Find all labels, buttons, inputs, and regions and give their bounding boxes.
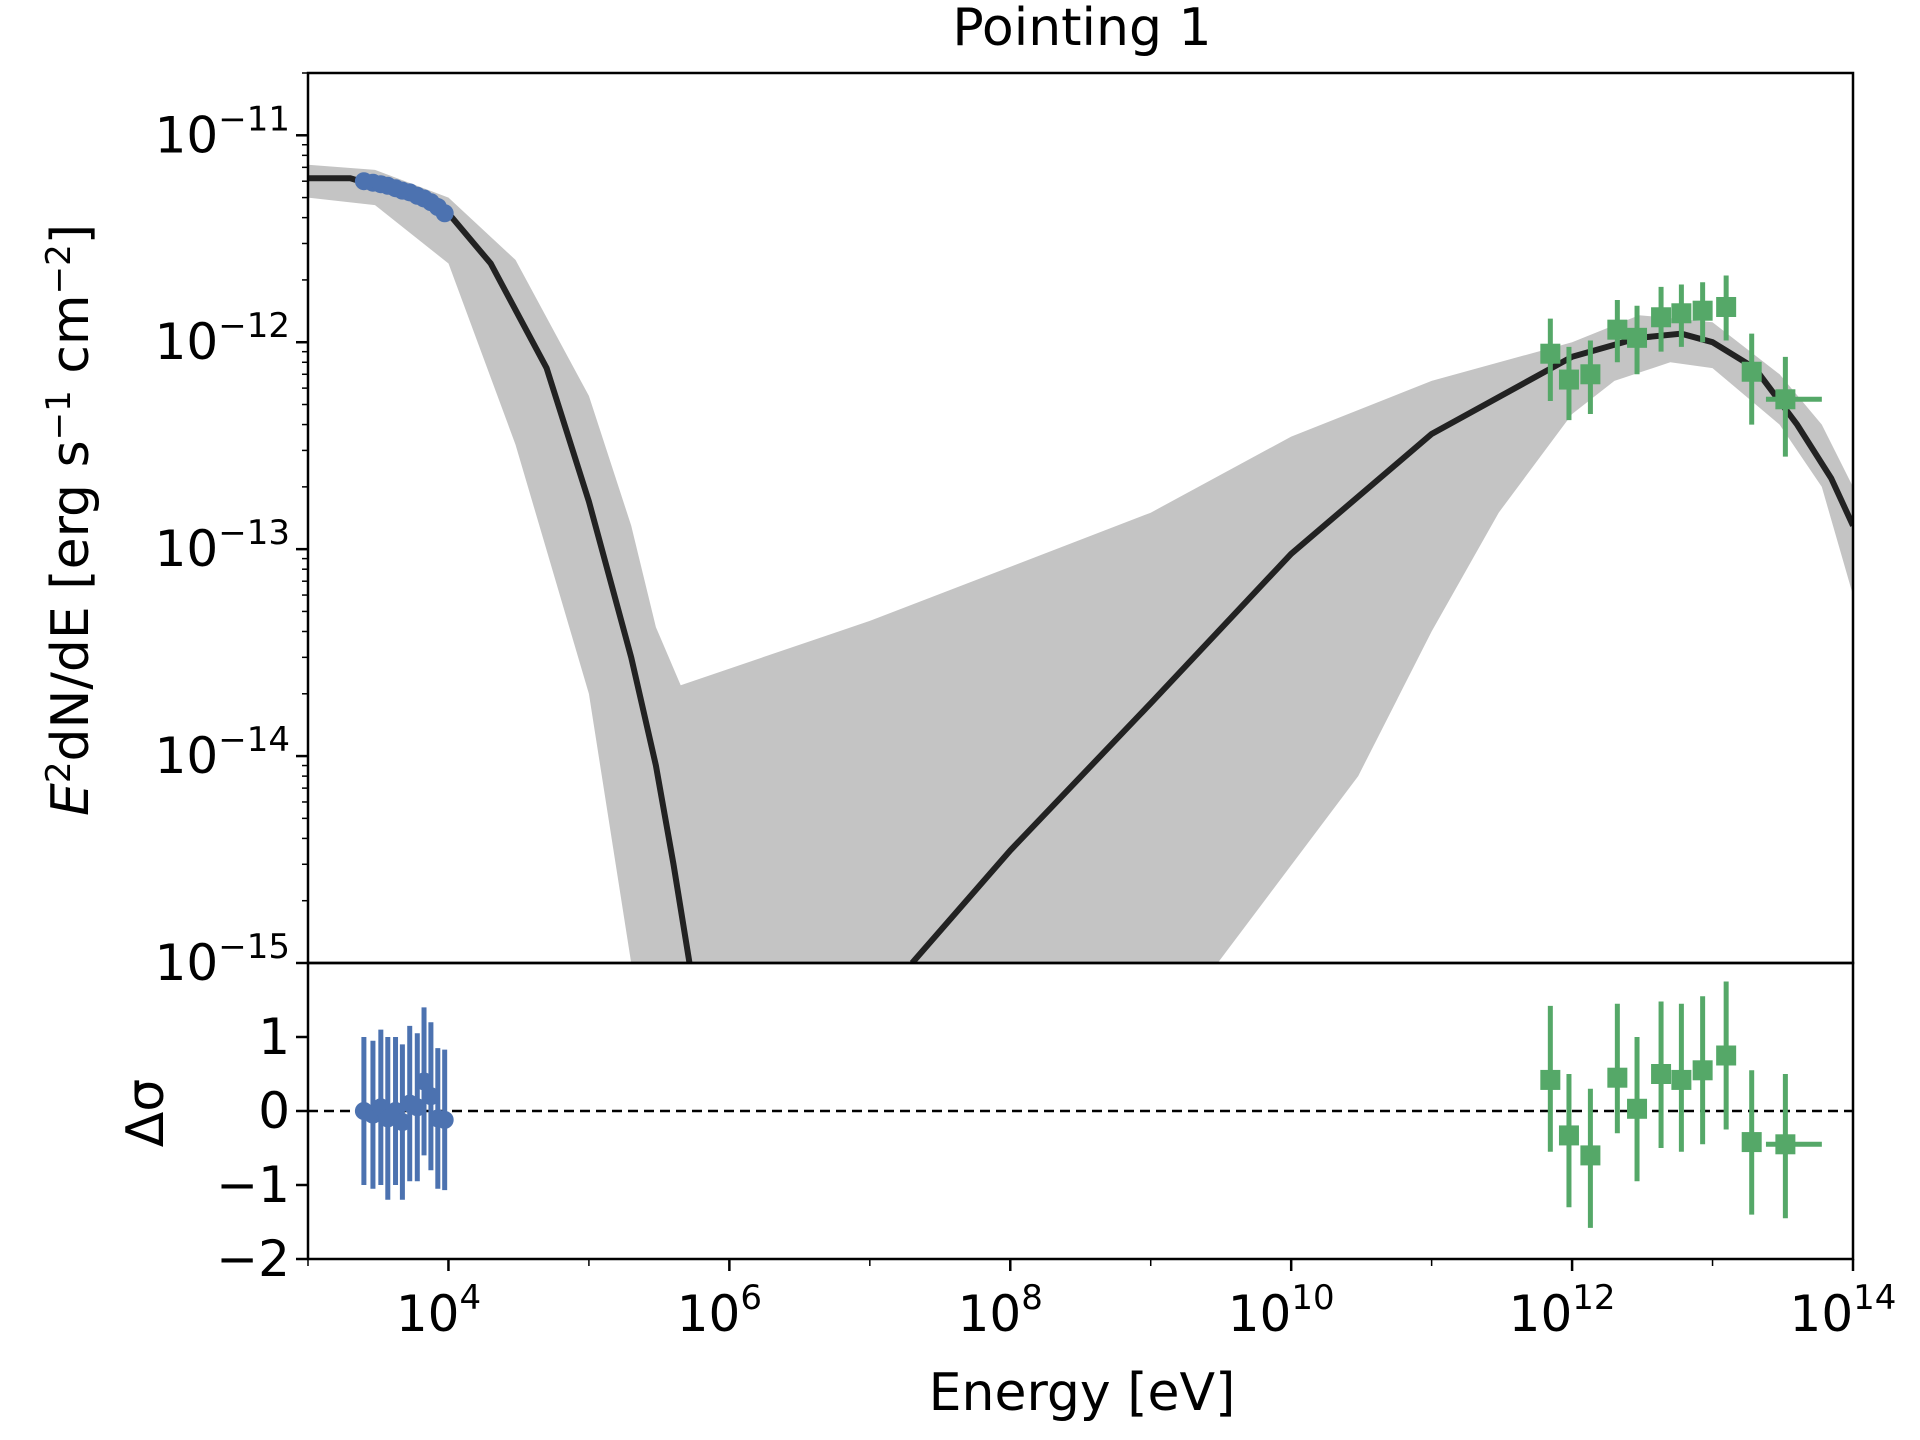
bottom-y-tick-label: −1 [216, 1156, 290, 1214]
top-y-axis-label: E2dN/dE [erg s−1 cm−2] [39, 224, 101, 816]
bottom-panel: 1 0 −1 −2 Δσ [116, 961, 1855, 1288]
top-y-tick-label: 10−12 [155, 306, 290, 371]
x-tick-label: 1014 [1790, 1278, 1897, 1343]
bottom-y-tick-label: 1 [258, 1008, 290, 1066]
gamma-residual-point [1671, 1069, 1692, 1090]
bottom-y-tick-label: −2 [216, 1230, 290, 1288]
x-tick-label: 108 [958, 1278, 1043, 1343]
gamma-residual-point [1540, 1069, 1561, 1090]
x-tick-label: 1010 [1228, 1278, 1335, 1343]
gamma-data-point [1716, 296, 1737, 317]
x-tick-label: 1012 [1509, 1278, 1616, 1343]
gamma-residual-point [1627, 1098, 1648, 1119]
bottom-y-axis-label: Δσ [116, 1079, 176, 1148]
top-y-tick-label: 10−11 [155, 99, 290, 164]
x-axis-label: Energy [eV] [929, 1363, 1236, 1423]
top-y-tick-label: 10−14 [155, 720, 290, 785]
gamma-data-point [1540, 343, 1561, 364]
gamma-data-point [1741, 361, 1762, 382]
gamma-residual-point [1558, 1125, 1579, 1146]
gamma-data-point [1627, 327, 1648, 348]
gamma-residual-point [1716, 1045, 1737, 1066]
gamma-residual-point [1651, 1064, 1672, 1084]
x-ticks: 104 106 108 1010 1012 1014 [307, 1259, 1897, 1343]
gamma-residual-point [1607, 1067, 1628, 1088]
gamma-data-point [1692, 300, 1713, 321]
gamma-residual-point [1775, 1134, 1796, 1155]
top-y-tick-label: 10−15 [155, 927, 290, 992]
bottom-y-ticks: 1 0 −1 −2 [216, 1008, 308, 1288]
gamma-data-point [1775, 389, 1796, 410]
xray-residual-point [393, 1113, 412, 1132]
gamma-data-point [1651, 307, 1672, 328]
gamma-residual-point [1580, 1145, 1601, 1166]
model-uncertainty-band [308, 164, 1853, 963]
xray-residual-point [435, 1110, 454, 1129]
chart-title: Pointing 1 [952, 0, 1211, 58]
top-y-ticks: 10−11 10−12 10−13 10−14 10−15 [155, 72, 308, 992]
gamma-data-point [1607, 319, 1628, 340]
x-tick-label: 106 [677, 1278, 762, 1343]
xray-data-point [435, 204, 454, 223]
gamma-data-point [1558, 369, 1579, 390]
top-y-tick-label: 10−13 [155, 513, 290, 578]
gamma-residual-point [1741, 1132, 1762, 1153]
top-panel: 10−11 10−12 10−13 10−14 10−15 E2dN/dE [erg s… [39, 71, 1855, 992]
x-tick-label: 104 [396, 1278, 481, 1343]
bottom-y-tick-label: 0 [258, 1082, 290, 1140]
bottom-plot-area [308, 981, 1853, 1228]
gamma-data-point [1671, 303, 1692, 324]
top-plot-area [308, 164, 1853, 963]
gamma-data-point [1580, 364, 1601, 385]
gamma-residual-point [1692, 1060, 1713, 1081]
